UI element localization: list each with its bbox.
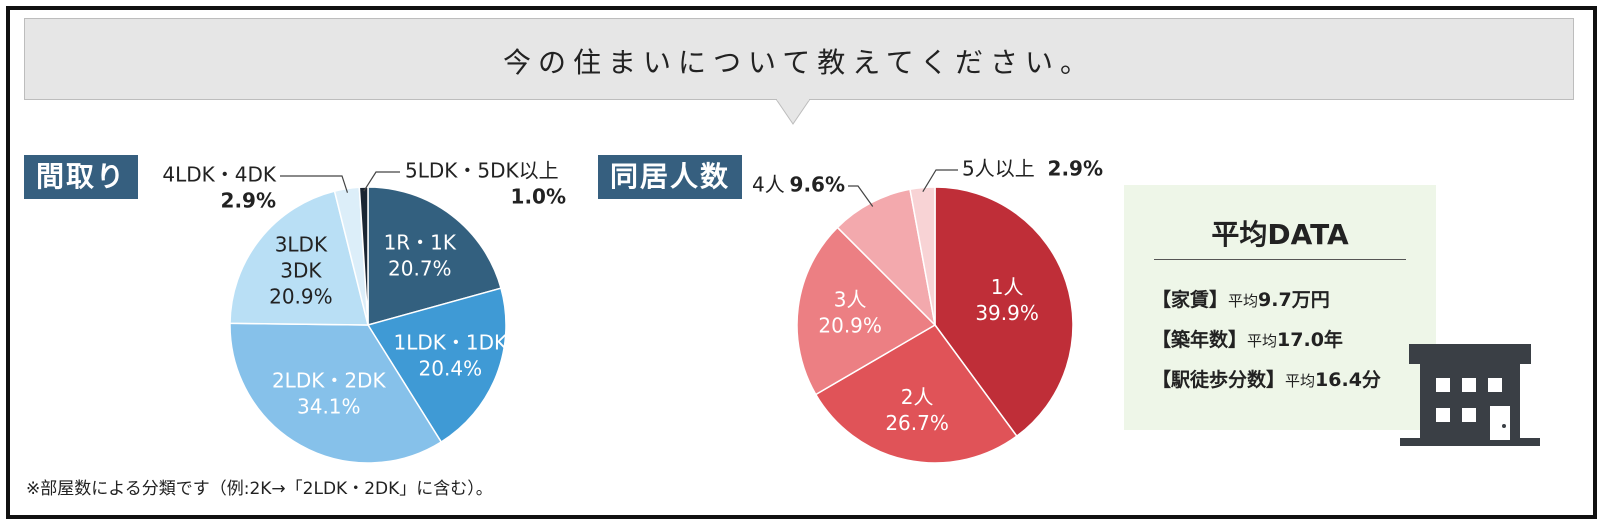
data-row-prefix: 平均 <box>1247 332 1278 350</box>
slice-value-label: 20.9% <box>818 314 882 338</box>
slice-category-label: 5LDK・5DK以上 <box>405 159 559 183</box>
slice-category-label: 3DK <box>280 258 322 282</box>
leader-line <box>363 171 400 192</box>
slice-value-label: 9.6% <box>790 173 845 197</box>
data-row-label: 【築年数】 <box>1152 329 1248 351</box>
data-row-value: 17.0年 <box>1277 329 1343 351</box>
data-row-value: 9.7万円 <box>1258 289 1330 311</box>
slice-value-label: 34.1% <box>297 394 361 418</box>
pie-slice <box>909 186 936 326</box>
section-label-doukyo: 同居人数 <box>598 155 743 199</box>
average-data-title: 平均DATA <box>1211 218 1349 251</box>
data-row-value: 16.4分 <box>1315 369 1381 391</box>
pie-slice <box>229 322 443 464</box>
slice-value-label: 39.9% <box>975 301 1039 325</box>
leader-line <box>922 169 958 193</box>
pie-slice <box>367 186 502 326</box>
slice-value-label: 2.9% <box>1048 157 1103 181</box>
slice-category-label: 5人以上 <box>962 157 1035 181</box>
pie-slice <box>934 186 1074 438</box>
slice-value-label: 20.7% <box>388 256 452 280</box>
data-row-rent: 【家賃】平均9.7万円 <box>1152 285 1330 312</box>
slice-category-label: 4人 <box>752 173 785 197</box>
data-row-age: 【築年数】平均17.0年 <box>1152 325 1343 352</box>
slice-category-label: 1LDK・1DK <box>394 330 509 354</box>
slice-value-label: 26.7% <box>885 411 949 435</box>
header-banner: 今の住まいについて教えてください。 <box>24 18 1574 100</box>
slice-category-label: 1R・1K <box>384 230 457 254</box>
leader-line <box>848 185 874 207</box>
slice-value-label: 1.0% <box>511 185 566 209</box>
slice-value-label: 2.9% <box>221 189 276 213</box>
data-row-prefix: 平均 <box>1228 292 1259 310</box>
pie-slice <box>814 324 1018 464</box>
page-title: 今の住まいについて教えてください。 <box>503 46 1095 79</box>
data-row-label: 【家賃】 <box>1152 289 1229 311</box>
slice-category-label: 2LDK・2DK <box>272 368 387 392</box>
building-icon <box>1400 344 1540 446</box>
data-row-walk: 【駅徒歩分数】平均16.4分 <box>1152 365 1381 392</box>
slice-category-label: 3LDK <box>275 232 328 256</box>
slice-value-label: 20.9% <box>269 284 333 308</box>
slice-category-label: 3人 <box>834 288 867 312</box>
slice-category-label: 2人 <box>901 385 934 409</box>
section-label-madori: 間取り <box>24 155 139 199</box>
pie-slice <box>366 287 507 444</box>
pie-slice <box>796 226 937 396</box>
slice-value-label: 20.4% <box>419 356 483 380</box>
footnote: ※部屋数による分類です（例:2K→「2LDK・2DK」に含む）。 <box>26 479 493 499</box>
banner-pointer <box>775 99 811 125</box>
leader-line <box>280 175 349 193</box>
average-data-box: 平均DATA 【家賃】平均9.7万円 【築年数】平均17.0年 【駅徒歩分数】平… <box>1124 185 1436 430</box>
pie-slice <box>229 190 369 326</box>
data-row-prefix: 平均 <box>1285 372 1316 390</box>
data-row-label: 【駅徒歩分数】 <box>1152 369 1286 391</box>
slice-category-label: 1人 <box>991 275 1024 299</box>
slice-category-label: 4LDK・4DK <box>162 163 277 187</box>
divider <box>1154 259 1406 260</box>
pie-slice <box>358 186 369 326</box>
